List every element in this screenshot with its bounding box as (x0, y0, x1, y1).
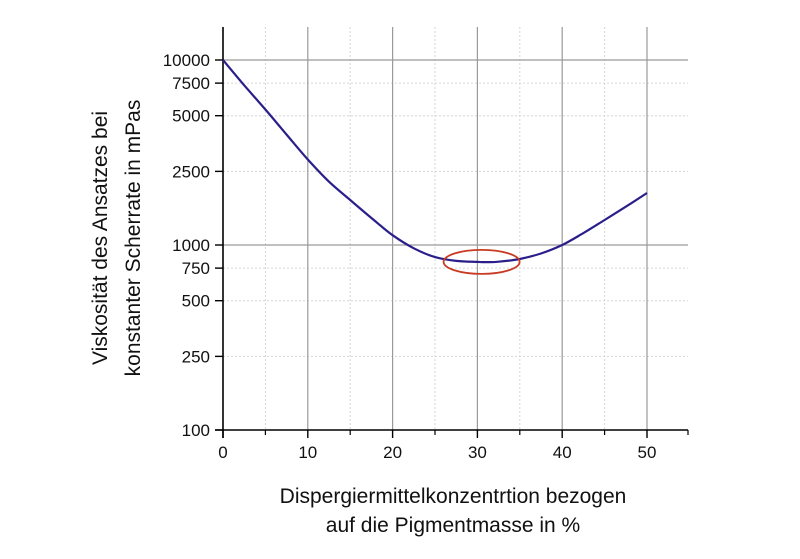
minimum-highlight-ellipse (442, 248, 521, 275)
x-axis-ticks: 0 10 20 30 40 50 (218, 430, 689, 462)
y-tick-label: 7500 (172, 74, 210, 93)
y-tick-label: 100 (182, 421, 210, 440)
x-tick-label: 40 (553, 443, 572, 462)
x-tick-label: 20 (383, 443, 402, 462)
x-tick-label: 10 (298, 443, 317, 462)
y-tick-label: 10000 (163, 51, 210, 70)
y-axis-title-line2: konstanter Scherrate in mPas (122, 100, 145, 377)
y-tick-label: 750 (182, 259, 210, 278)
x-tick-label: 0 (218, 443, 227, 462)
y-tick-label: 2500 (172, 162, 210, 181)
axes (215, 27, 688, 438)
x-tick-label: 50 (638, 443, 657, 462)
y-tick-label: 5000 (172, 107, 210, 126)
y-tick-label: 250 (182, 347, 210, 366)
x-tick-label: 30 (468, 443, 487, 462)
x-axis-title-line1: Dispergiermittelkonzentrtion bezogen (280, 485, 627, 508)
y-axis-title-line1: Viskosität des Ansatzes bei (89, 111, 112, 365)
viscosity-curve (222, 59, 648, 264)
y-tick-label: 500 (182, 292, 210, 311)
y-tick-label: 1000 (172, 236, 210, 255)
x-axis-title-line2: auf die Pigmentmasse in % (326, 514, 580, 537)
y-axis-ticks: 100 250 500 750 1000 2500 5000 7500 10000 (163, 51, 223, 440)
minor-gridlines (223, 27, 688, 430)
major-gridlines (223, 27, 688, 430)
